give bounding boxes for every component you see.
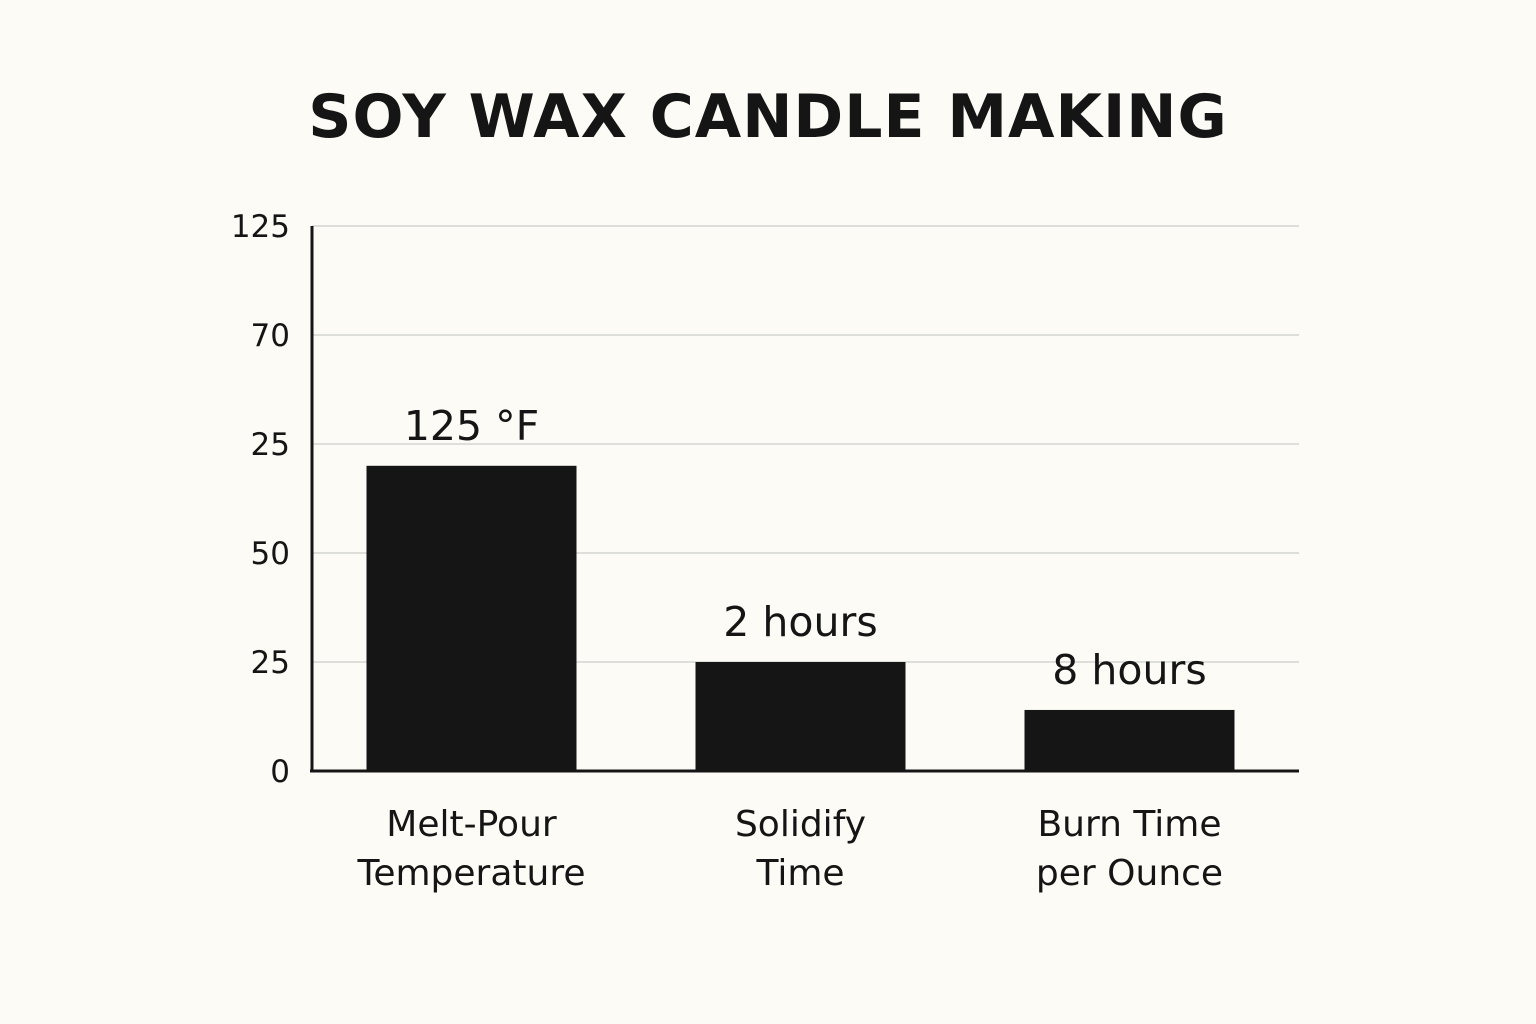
bars	[366, 465, 1235, 771]
y-tick-labels: 0 25 50 25 70 125	[231, 209, 290, 790]
data-labels: 125 °F 2 hours 8 hours	[404, 402, 1207, 694]
category-label: Solidify	[735, 804, 866, 845]
chart-title: SOY WAX CANDLE MAKING	[308, 82, 1228, 152]
data-label: 8 hours	[1052, 646, 1206, 694]
y-tick-label: 0	[270, 754, 290, 790]
bar	[695, 662, 906, 771]
category-labels: Melt-Pour Temperature Solidify Time Burn Tim…	[356, 804, 1223, 894]
category-label: per Ounce	[1036, 853, 1223, 894]
y-tick-label: 70	[251, 318, 290, 354]
category-label: Melt-Pour	[386, 804, 557, 845]
y-tick-label: 25	[251, 645, 290, 681]
y-tick-label: 50	[251, 536, 290, 572]
data-label: 2 hours	[723, 598, 877, 646]
category-label: Temperature	[356, 853, 585, 894]
bar	[1024, 709, 1235, 771]
category-label: Burn Time	[1037, 804, 1221, 845]
data-label: 125 °F	[404, 402, 539, 450]
y-tick-label: 125	[231, 209, 290, 245]
y-tick-label: 25	[251, 427, 290, 463]
bar	[366, 465, 577, 771]
axes	[310, 226, 1299, 773]
category-label: Time	[755, 853, 844, 894]
